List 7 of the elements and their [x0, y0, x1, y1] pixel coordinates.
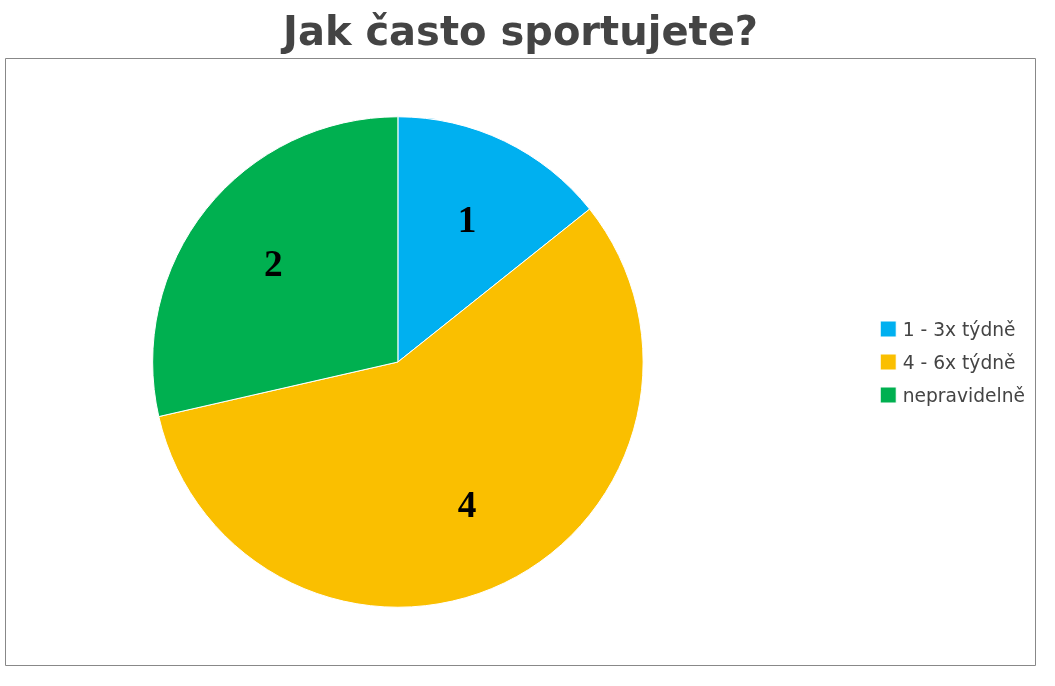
chart-title: Jak často sportujete? [280, 7, 758, 54]
data-label: 1 [457, 199, 477, 241]
legend-label: 1 - 3x týdně [902, 318, 1016, 339]
legend-label: 4 - 6x týdně [902, 351, 1016, 372]
data-label: 4 [457, 483, 477, 525]
legend-label: nepravidelně [902, 384, 1025, 405]
data-label: 2 [263, 243, 283, 285]
